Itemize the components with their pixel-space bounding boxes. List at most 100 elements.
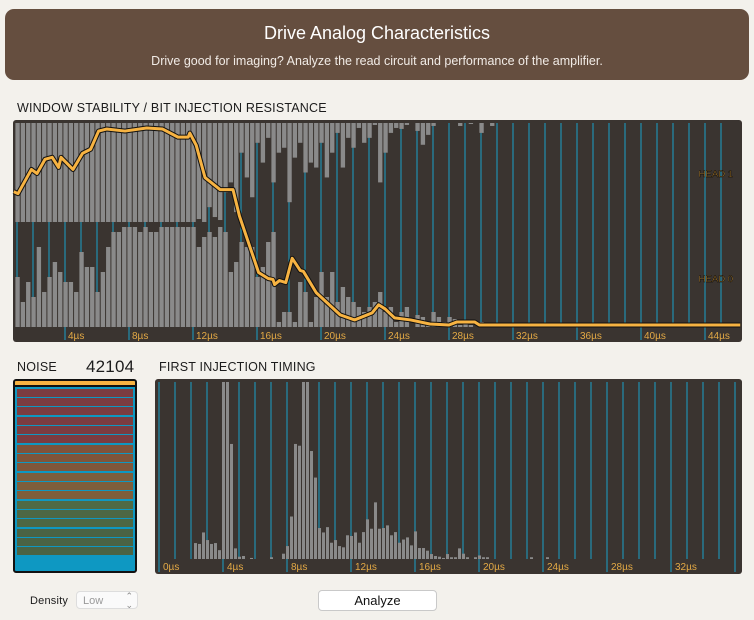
- noise-meter: [13, 379, 137, 573]
- head1-bar: [42, 123, 47, 222]
- head0-bar: [186, 227, 191, 327]
- head0-bar: [367, 307, 372, 327]
- head0-bar: [431, 312, 436, 327]
- density-label: Density: [30, 595, 69, 607]
- head0-bar: [394, 322, 399, 327]
- head0-bar: [234, 262, 239, 327]
- timing-bar: [210, 543, 213, 559]
- timing-bar: [418, 548, 421, 559]
- head0-bar: [26, 282, 31, 327]
- head0-bar: [346, 297, 351, 327]
- head1-bar: [223, 123, 228, 193]
- timing-bar: [398, 542, 401, 559]
- head0-bar: [303, 292, 308, 327]
- timing-bar: [430, 554, 433, 559]
- head0-bar: [95, 292, 100, 327]
- x-tick-label: 28µs: [611, 562, 633, 573]
- timing-bar: [370, 528, 373, 559]
- analyze-button[interactable]: Analyze: [318, 590, 437, 611]
- head0-bar: [122, 227, 127, 327]
- head1-bar: [239, 123, 244, 153]
- head1-bar: [234, 123, 239, 213]
- timing-bar: [226, 382, 229, 559]
- head0-bar: [223, 232, 228, 327]
- noise-band: [17, 398, 133, 406]
- timing-bar: [238, 556, 241, 559]
- head0-bar: [378, 292, 383, 327]
- x-tick-label: 44µs: [708, 331, 730, 342]
- noise-band: [17, 445, 133, 453]
- head0-bar: [116, 232, 122, 327]
- head1-bar: [330, 123, 335, 153]
- noise-band: [17, 538, 133, 546]
- timing-bar: [234, 548, 237, 559]
- noise-band: [17, 529, 133, 537]
- head0-bar: [175, 227, 180, 327]
- timing-bar: [306, 382, 309, 559]
- head1-bar: [308, 123, 314, 163]
- density-select[interactable]: Low ⌃ ⌄: [76, 591, 138, 610]
- head0-bar: [52, 262, 58, 327]
- head0-bar: [63, 282, 68, 327]
- head1-bar: [90, 123, 95, 222]
- timing-bar: [474, 557, 477, 559]
- head1-bar: [68, 123, 74, 222]
- head1-bar: [63, 123, 68, 222]
- timing-bar: [478, 555, 481, 559]
- head1-bar: [212, 123, 218, 218]
- head1-bar: [122, 123, 127, 222]
- head0-bar: [74, 292, 79, 327]
- timing-bar: [206, 540, 209, 559]
- x-tick-label: 4µs: [68, 331, 84, 342]
- head0-bar: [164, 227, 170, 327]
- page-subtitle: Drive good for imaging? Analyze the read…: [151, 54, 603, 68]
- head0-bar: [447, 317, 452, 327]
- head0-label: HEAD 0: [699, 274, 733, 285]
- head0-bar: [340, 287, 346, 327]
- head0-bar: [180, 227, 186, 327]
- x-tick-label: 36µs: [580, 331, 602, 342]
- head1-bar: [170, 123, 175, 222]
- noise-band: [17, 435, 133, 443]
- head1-bar: [298, 123, 303, 143]
- head1-bar: [143, 123, 148, 222]
- timing-bar: [326, 527, 329, 559]
- page-title: Drive Analog Characteristics: [263, 23, 491, 43]
- head1-bar: [394, 123, 399, 128]
- head1-bar: [20, 123, 26, 222]
- timing-bar: [330, 542, 333, 559]
- head1-bar: [287, 123, 292, 203]
- head1-bar: [340, 123, 346, 168]
- x-tick-label: 16µs: [419, 562, 441, 573]
- timing-bar: [294, 443, 297, 559]
- noise-band: [17, 547, 133, 555]
- timing-bar: [250, 557, 253, 559]
- head1-bar: [207, 123, 212, 208]
- head0-bar: [244, 247, 250, 327]
- head0-bar: [239, 242, 244, 327]
- head0-bar: [287, 312, 292, 327]
- x-tick-label: 28µs: [452, 331, 474, 342]
- noise-band: [17, 417, 133, 425]
- noise-band: [17, 463, 133, 471]
- head0-bar: [132, 227, 138, 327]
- timing-bar: [374, 502, 377, 559]
- timing-bar: [342, 547, 345, 559]
- x-tick-label: 24µs: [388, 331, 410, 342]
- head0-bar: [15, 277, 20, 327]
- head0-bar: [196, 247, 202, 327]
- head0-bar: [159, 227, 164, 327]
- head1-bar: [292, 123, 298, 158]
- timing-bar: [314, 477, 317, 559]
- noise-band: [17, 426, 133, 434]
- head1-bar: [196, 123, 202, 220]
- timing-bar: [454, 557, 457, 559]
- x-tick-label: 20µs: [324, 331, 346, 342]
- head1-bar: [250, 123, 255, 198]
- timing-bar: [338, 546, 341, 559]
- head1-bar: [100, 123, 106, 222]
- x-tick-label: 32µs: [675, 562, 697, 573]
- head0-bar: [42, 292, 47, 327]
- head0-bar: [202, 237, 207, 327]
